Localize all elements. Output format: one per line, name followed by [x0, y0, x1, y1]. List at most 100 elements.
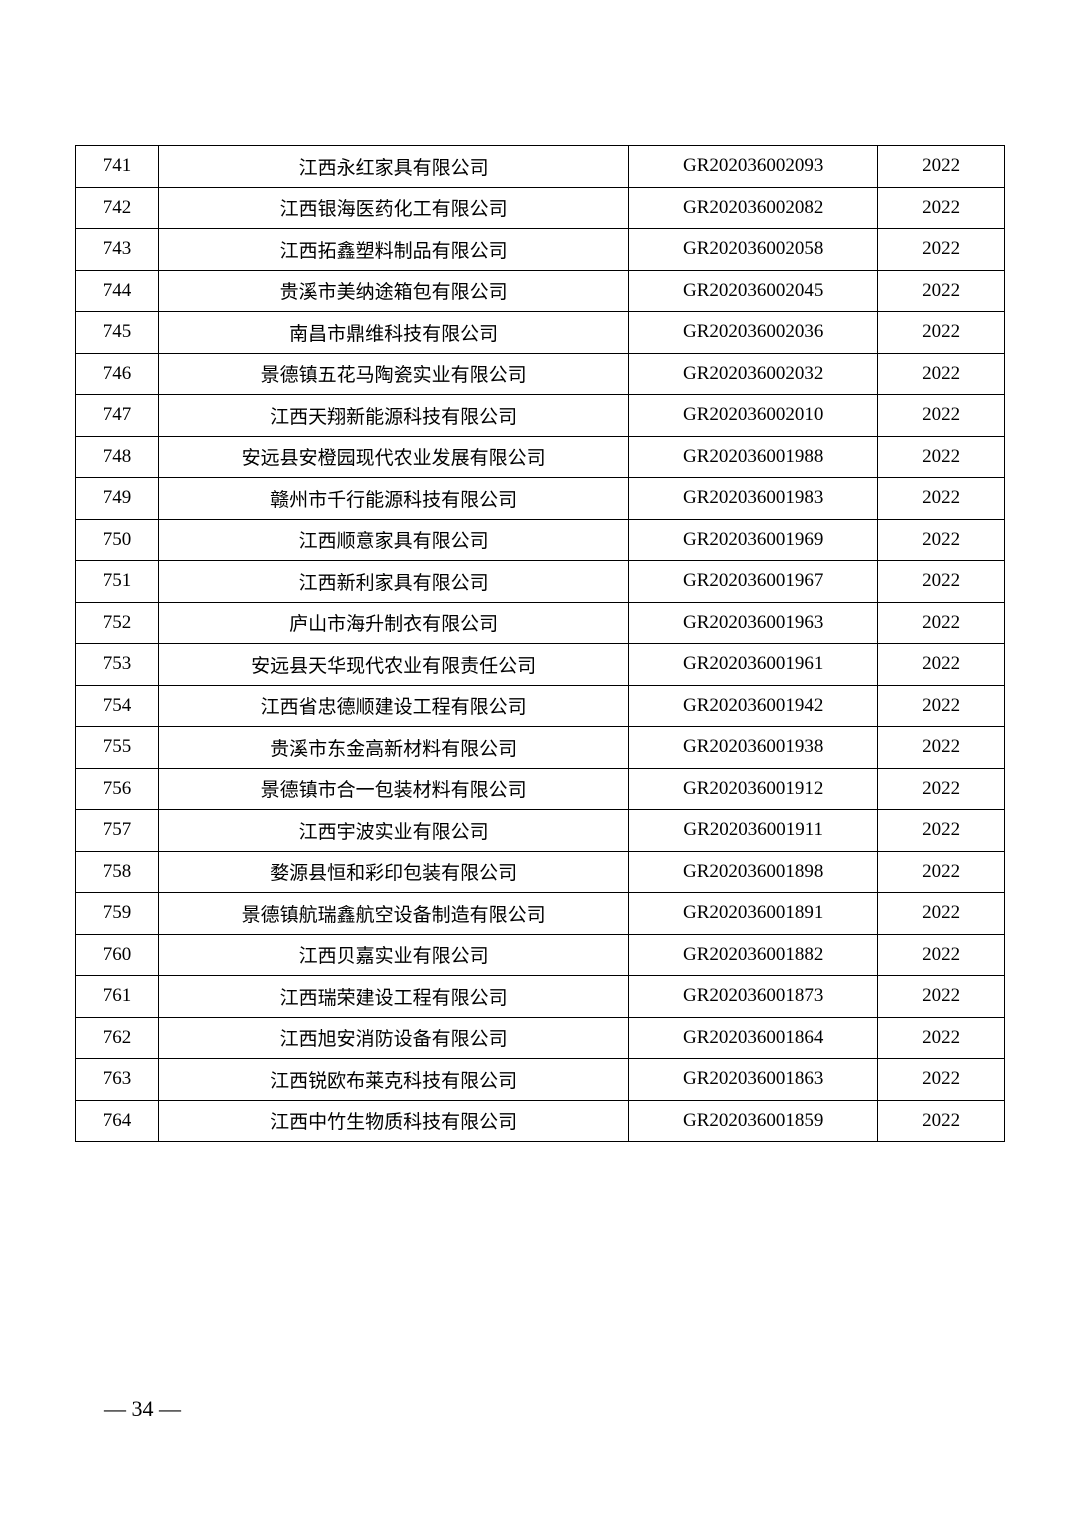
- table-row: 760江西贝嘉实业有限公司GR2020360018822022: [76, 934, 1005, 976]
- cell-year: 2022: [878, 893, 1005, 935]
- table-row: 750江西顺意家具有限公司GR2020360019692022: [76, 519, 1005, 561]
- cell-seq: 764: [76, 1100, 159, 1142]
- cell-code: GR202036001898: [629, 851, 878, 893]
- cell-seq: 754: [76, 685, 159, 727]
- cell-year: 2022: [878, 851, 1005, 893]
- table-row: 745南昌市鼎维科技有限公司GR2020360020362022: [76, 312, 1005, 354]
- cell-company: 江西中竹生物质科技有限公司: [158, 1100, 628, 1142]
- cell-company: 赣州市千行能源科技有限公司: [158, 478, 628, 520]
- cell-year: 2022: [878, 312, 1005, 354]
- table-row: 748安远县安橙园现代农业发展有限公司GR2020360019882022: [76, 436, 1005, 478]
- table-row: 751江西新利家具有限公司GR2020360019672022: [76, 561, 1005, 603]
- table-row: 755贵溪市东金高新材料有限公司GR2020360019382022: [76, 727, 1005, 769]
- cell-company: 景德镇航瑞鑫航空设备制造有限公司: [158, 893, 628, 935]
- cell-company: 江西瑞荣建设工程有限公司: [158, 976, 628, 1018]
- cell-year: 2022: [878, 436, 1005, 478]
- cell-year: 2022: [878, 685, 1005, 727]
- cell-seq: 748: [76, 436, 159, 478]
- cell-code: GR202036001863: [629, 1059, 878, 1101]
- cell-company: 江西锐欧布莱克科技有限公司: [158, 1059, 628, 1101]
- table-row: 752庐山市海升制衣有限公司GR2020360019632022: [76, 602, 1005, 644]
- cell-code: GR202036001864: [629, 1017, 878, 1059]
- cell-code: GR202036001882: [629, 934, 878, 976]
- cell-code: GR202036001967: [629, 561, 878, 603]
- cell-code: GR202036001969: [629, 519, 878, 561]
- table-row: 762江西旭安消防设备有限公司GR2020360018642022: [76, 1017, 1005, 1059]
- cell-code: GR202036001912: [629, 768, 878, 810]
- cell-seq: 762: [76, 1017, 159, 1059]
- cell-year: 2022: [878, 561, 1005, 603]
- table-row: 754江西省忠德顺建设工程有限公司GR2020360019422022: [76, 685, 1005, 727]
- cell-year: 2022: [878, 519, 1005, 561]
- table-row: 757江西宇波实业有限公司GR2020360019112022: [76, 810, 1005, 852]
- cell-year: 2022: [878, 146, 1005, 188]
- cell-code: GR202036001942: [629, 685, 878, 727]
- cell-company: 贵溪市东金高新材料有限公司: [158, 727, 628, 769]
- table-row: 758婺源县恒和彩印包装有限公司GR2020360018982022: [76, 851, 1005, 893]
- cell-seq: 744: [76, 270, 159, 312]
- cell-company: 江西顺意家具有限公司: [158, 519, 628, 561]
- table-row: 763江西锐欧布莱克科技有限公司GR2020360018632022: [76, 1059, 1005, 1101]
- table-row: 742江西银海医药化工有限公司GR2020360020822022: [76, 187, 1005, 229]
- cell-code: GR202036001873: [629, 976, 878, 1018]
- cell-company: 江西天翔新能源科技有限公司: [158, 395, 628, 437]
- cell-code: GR202036001983: [629, 478, 878, 520]
- cell-company: 南昌市鼎维科技有限公司: [158, 312, 628, 354]
- cell-seq: 759: [76, 893, 159, 935]
- cell-company: 江西拓鑫塑料制品有限公司: [158, 229, 628, 271]
- cell-seq: 749: [76, 478, 159, 520]
- cell-company: 景德镇五花马陶瓷实业有限公司: [158, 353, 628, 395]
- cell-code: GR202036001963: [629, 602, 878, 644]
- cell-seq: 747: [76, 395, 159, 437]
- company-table: 741江西永红家具有限公司GR2020360020932022742江西银海医药…: [75, 145, 1005, 1142]
- cell-year: 2022: [878, 395, 1005, 437]
- table-row: 756景德镇市合一包装材料有限公司GR2020360019122022: [76, 768, 1005, 810]
- cell-seq: 757: [76, 810, 159, 852]
- cell-company: 江西银海医药化工有限公司: [158, 187, 628, 229]
- table-row: 743江西拓鑫塑料制品有限公司GR2020360020582022: [76, 229, 1005, 271]
- table-row: 761江西瑞荣建设工程有限公司GR2020360018732022: [76, 976, 1005, 1018]
- cell-code: GR202036001911: [629, 810, 878, 852]
- cell-seq: 763: [76, 1059, 159, 1101]
- cell-company: 江西新利家具有限公司: [158, 561, 628, 603]
- cell-code: GR202036002058: [629, 229, 878, 271]
- cell-company: 安远县安橙园现代农业发展有限公司: [158, 436, 628, 478]
- cell-company: 江西宇波实业有限公司: [158, 810, 628, 852]
- cell-year: 2022: [878, 229, 1005, 271]
- cell-code: GR202036002032: [629, 353, 878, 395]
- table-row: 744贵溪市美纳途箱包有限公司GR2020360020452022: [76, 270, 1005, 312]
- cell-seq: 756: [76, 768, 159, 810]
- cell-year: 2022: [878, 602, 1005, 644]
- cell-year: 2022: [878, 1017, 1005, 1059]
- cell-code: GR202036001988: [629, 436, 878, 478]
- table-row: 747江西天翔新能源科技有限公司GR2020360020102022: [76, 395, 1005, 437]
- table-row: 746景德镇五花马陶瓷实业有限公司GR2020360020322022: [76, 353, 1005, 395]
- cell-seq: 743: [76, 229, 159, 271]
- cell-year: 2022: [878, 727, 1005, 769]
- cell-year: 2022: [878, 270, 1005, 312]
- cell-year: 2022: [878, 187, 1005, 229]
- cell-code: GR202036002036: [629, 312, 878, 354]
- cell-code: GR202036001891: [629, 893, 878, 935]
- table-body: 741江西永红家具有限公司GR2020360020932022742江西银海医药…: [76, 146, 1005, 1142]
- cell-year: 2022: [878, 768, 1005, 810]
- table-row: 753安远县天华现代农业有限责任公司GR2020360019612022: [76, 644, 1005, 686]
- cell-seq: 760: [76, 934, 159, 976]
- cell-code: GR202036002082: [629, 187, 878, 229]
- cell-seq: 745: [76, 312, 159, 354]
- table-row: 749赣州市千行能源科技有限公司GR2020360019832022: [76, 478, 1005, 520]
- page-number: — 34 —: [104, 1396, 181, 1422]
- cell-company: 安远县天华现代农业有限责任公司: [158, 644, 628, 686]
- cell-company: 庐山市海升制衣有限公司: [158, 602, 628, 644]
- cell-seq: 753: [76, 644, 159, 686]
- cell-company: 贵溪市美纳途箱包有限公司: [158, 270, 628, 312]
- cell-year: 2022: [878, 934, 1005, 976]
- cell-seq: 758: [76, 851, 159, 893]
- cell-seq: 761: [76, 976, 159, 1018]
- cell-company: 江西永红家具有限公司: [158, 146, 628, 188]
- cell-seq: 752: [76, 602, 159, 644]
- cell-seq: 751: [76, 561, 159, 603]
- table-row: 759景德镇航瑞鑫航空设备制造有限公司GR2020360018912022: [76, 893, 1005, 935]
- cell-code: GR202036002093: [629, 146, 878, 188]
- cell-company: 江西贝嘉实业有限公司: [158, 934, 628, 976]
